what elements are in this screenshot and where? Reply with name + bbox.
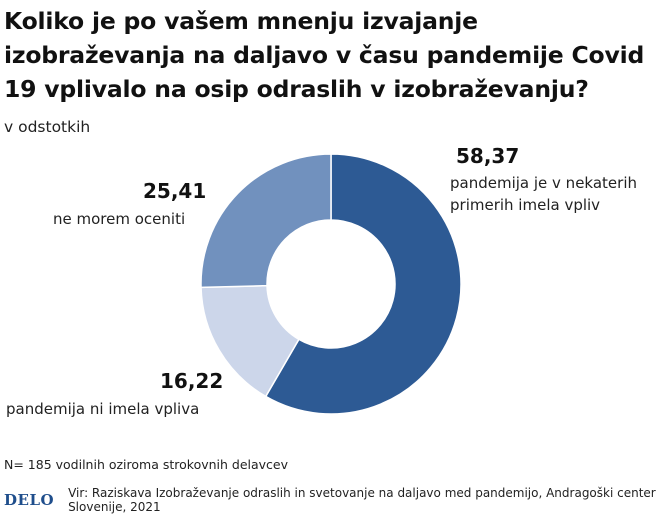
slice-label-ne-morem: ne morem oceniti <box>53 210 186 228</box>
slice-ne-morem <box>200 153 332 289</box>
slice-label-ni-vpliva: pandemija ni imela vpliva <box>6 400 200 418</box>
source-row: DELO Vir: Raziskava Izobraževanje odrasl… <box>0 486 660 514</box>
slice-label-vpliv-line-1: pandemija je v nekaterih <box>450 174 637 192</box>
slice-label-vpliv: pandemija je v nekaterih primerih imela … <box>450 172 637 216</box>
chart-subtitle: v odstotkih <box>4 118 91 136</box>
slice-vpliv <box>264 153 462 415</box>
delo-logo: DELO <box>4 491 55 509</box>
slice-value-ne-morem: 25,41 <box>143 179 207 203</box>
footnote: N= 185 vodilnih oziroma strokovnih delav… <box>4 457 289 472</box>
slice-label-vpliv-line-2: primerih imela vpliv <box>450 196 601 214</box>
chart-title: Koliko je po vašem mnenju izvajanje izob… <box>4 7 645 103</box>
source-text: Vir: Raziskava Izobraževanje odraslih in… <box>68 486 656 514</box>
slice-value-vpliv: 58,37 <box>456 144 520 168</box>
slice-value-ni-vpliva: 16,22 <box>160 369 224 393</box>
